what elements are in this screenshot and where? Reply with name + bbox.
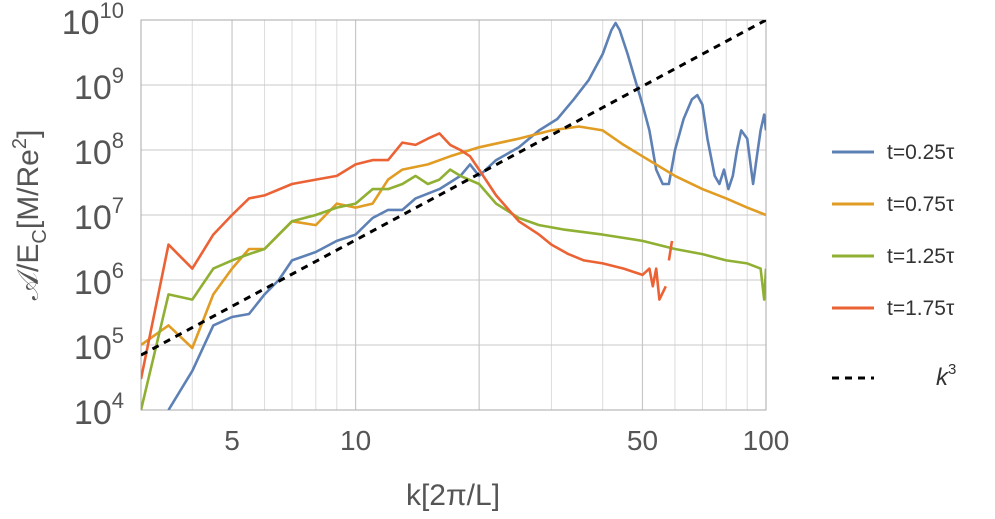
- legend-label: t=1.25τ: [887, 245, 955, 268]
- x-tick-label: 5: [224, 425, 240, 456]
- series-line-1: [141, 125, 766, 350]
- legend-label: t=0.25τ: [887, 141, 955, 164]
- y-axis-label-close: ]: [12, 130, 45, 138]
- y-axis-label-sup: 2: [9, 138, 31, 149]
- series-line-2: [141, 168, 766, 410]
- legend-label: k3: [936, 361, 956, 391]
- y-tick-label: 104: [74, 388, 124, 432]
- svg-text:𝒜/EC[M/Re2]: 𝒜/EC[M/Re2]: [9, 130, 51, 301]
- series-line-0: [167, 21, 766, 410]
- x-tick-label: 100: [743, 425, 790, 456]
- x-tick-label: 50: [627, 425, 658, 456]
- y-tick-labels: 104 105 106 107 108 109 1010: [62, 0, 124, 432]
- series-line-4: [667, 240, 674, 261]
- y-tick-label: 109: [74, 63, 124, 107]
- series-layer: [141, 20, 766, 410]
- x-tick-labels: 5 10 50 100: [224, 425, 789, 456]
- y-axis-label-sub: C: [29, 229, 51, 243]
- series-line-3: [141, 132, 667, 380]
- y-tick-label: 107: [74, 193, 124, 237]
- x-axis-label: k[2π/L]: [406, 479, 500, 512]
- y-tick-label: 108: [74, 128, 124, 172]
- grid-lines: [141, 20, 766, 410]
- legend-label: t=1.75τ: [887, 297, 955, 320]
- y-axis-label-after: [M/Re: [12, 149, 45, 229]
- y-tick-label: 105: [74, 323, 124, 367]
- legend: t=0.25τ t=0.75τ t=1.25τ t=1.75τ k3: [832, 141, 956, 391]
- series-line-5: [141, 20, 766, 357]
- legend-label: t=0.75τ: [887, 193, 955, 216]
- x-tick-label: 10: [340, 425, 371, 456]
- y-axis-label: 𝒜/EC[M/Re2]: [9, 130, 51, 301]
- y-axis-label-main: 𝒜/E: [12, 244, 45, 301]
- y-tick-label: 1010: [62, 0, 124, 42]
- y-tick-label: 106: [74, 258, 124, 302]
